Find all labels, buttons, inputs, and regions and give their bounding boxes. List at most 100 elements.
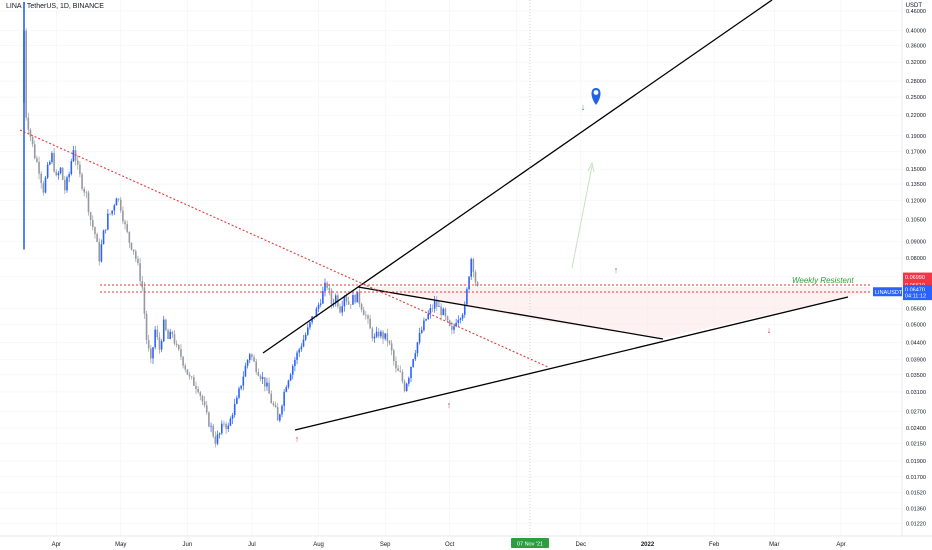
candle-body — [107, 213, 109, 230]
candle-body — [418, 332, 421, 343]
candle-body — [68, 174, 70, 178]
current-date-tag-label: 07 Nov '21 — [517, 542, 543, 548]
candle-body — [270, 393, 273, 404]
trend-lines — [19, 0, 870, 535]
candle-body — [459, 318, 462, 320]
price-tag-bg — [903, 280, 932, 290]
candle-body — [283, 391, 285, 406]
candle-body — [89, 212, 92, 221]
candle-body — [160, 341, 163, 350]
candle-body — [390, 343, 393, 351]
candle-body — [126, 224, 128, 232]
candle-body — [354, 295, 356, 303]
candle-body — [44, 177, 47, 193]
candle-body — [448, 320, 451, 326]
candle-body — [124, 221, 126, 225]
candle-body — [186, 369, 189, 375]
candle-body — [315, 308, 318, 318]
candle-body — [384, 333, 386, 339]
price-tag-label: 0.06990 — [905, 275, 925, 281]
candle-body — [380, 331, 382, 337]
candle-body — [240, 385, 242, 389]
price-tick-label: 0.01520 — [906, 491, 926, 497]
candle-body — [257, 372, 260, 376]
candle-body — [274, 405, 277, 408]
price-tick-label: 0.05600 — [906, 306, 926, 312]
candle-body — [319, 303, 322, 305]
triangle-lower-trendline — [294, 296, 849, 431]
candle-body — [425, 319, 427, 321]
symbol-tag-bg — [873, 287, 902, 297]
time-axis[interactable]: AprMayJunJulAugSepOctNovDec2022FebMarApr… — [0, 535, 932, 548]
candle-body — [139, 263, 141, 282]
candle-body — [154, 329, 156, 348]
candle-body — [197, 389, 199, 393]
price-axis[interactable]: 0.46000 0.40000 0.36000 0.32000 0.28000 0.250… — [901, 0, 926, 536]
candle-body — [377, 331, 380, 337]
candle-body — [438, 306, 440, 307]
candle-body — [81, 174, 83, 189]
candle-body — [113, 205, 116, 211]
candle-body — [40, 173, 42, 184]
candle-body — [330, 290, 333, 305]
price-tag-label: 0.06470 — [905, 288, 925, 294]
price-unit-label: USDT — [905, 3, 922, 9]
time-tick-label: May — [115, 542, 126, 548]
candle-body — [289, 374, 292, 381]
price-tag-bg — [903, 291, 932, 301]
time-tick-label: Aug — [313, 542, 324, 548]
candle-body — [371, 328, 374, 339]
price-tick-label: 0.22000 — [906, 113, 926, 119]
candle-body — [272, 403, 275, 406]
price-tick-label: 0.15000 — [906, 167, 926, 173]
current-date-tag: 07 Nov '21 — [511, 538, 549, 548]
candle-body — [104, 229, 107, 231]
candle-body — [369, 318, 371, 329]
candle-body — [238, 388, 240, 398]
candle-body — [135, 251, 137, 259]
time-tick-label: Apr — [52, 542, 61, 548]
candle-body — [285, 387, 288, 392]
candle-body — [119, 199, 122, 211]
candle-body — [212, 425, 214, 437]
symbol-tag-label: LINAUSDT — [875, 290, 903, 296]
candle-body — [420, 330, 423, 333]
candle-body — [61, 167, 64, 180]
candle-body — [362, 309, 365, 316]
candle-body — [294, 359, 296, 367]
candle-body — [201, 395, 204, 402]
price-tick-label: 0.12000 — [906, 199, 926, 205]
candle-body — [70, 161, 73, 175]
candle-body — [408, 378, 410, 384]
candle-body — [236, 397, 238, 404]
candle-body — [195, 385, 197, 390]
candle-body — [221, 423, 223, 434]
candle-body — [49, 162, 51, 165]
candle-body — [463, 304, 466, 315]
candle-body — [203, 401, 206, 406]
channel-upper-trendline — [262, 0, 773, 354]
candle-body — [208, 412, 210, 427]
candle-body — [162, 319, 165, 342]
candle-body — [147, 340, 150, 349]
candle-body — [470, 259, 472, 277]
candle-body — [167, 330, 169, 340]
candle-body — [455, 322, 457, 327]
candle-body — [386, 333, 389, 342]
candle-body — [83, 188, 85, 193]
candle-body — [76, 160, 79, 165]
candle-body — [180, 349, 182, 357]
candle-body — [55, 171, 58, 176]
candle-body — [268, 382, 270, 394]
candle-body — [111, 210, 113, 214]
candle-body — [205, 405, 208, 413]
candle-body — [382, 331, 384, 339]
candle-body — [352, 295, 354, 305]
price-tick-label: 0.03100 — [906, 390, 926, 396]
candle-body — [132, 249, 135, 252]
price-tick-label: 0.03500 — [906, 373, 926, 379]
candle-body — [440, 306, 442, 316]
candle-body — [468, 276, 470, 290]
candle-body — [279, 414, 281, 421]
